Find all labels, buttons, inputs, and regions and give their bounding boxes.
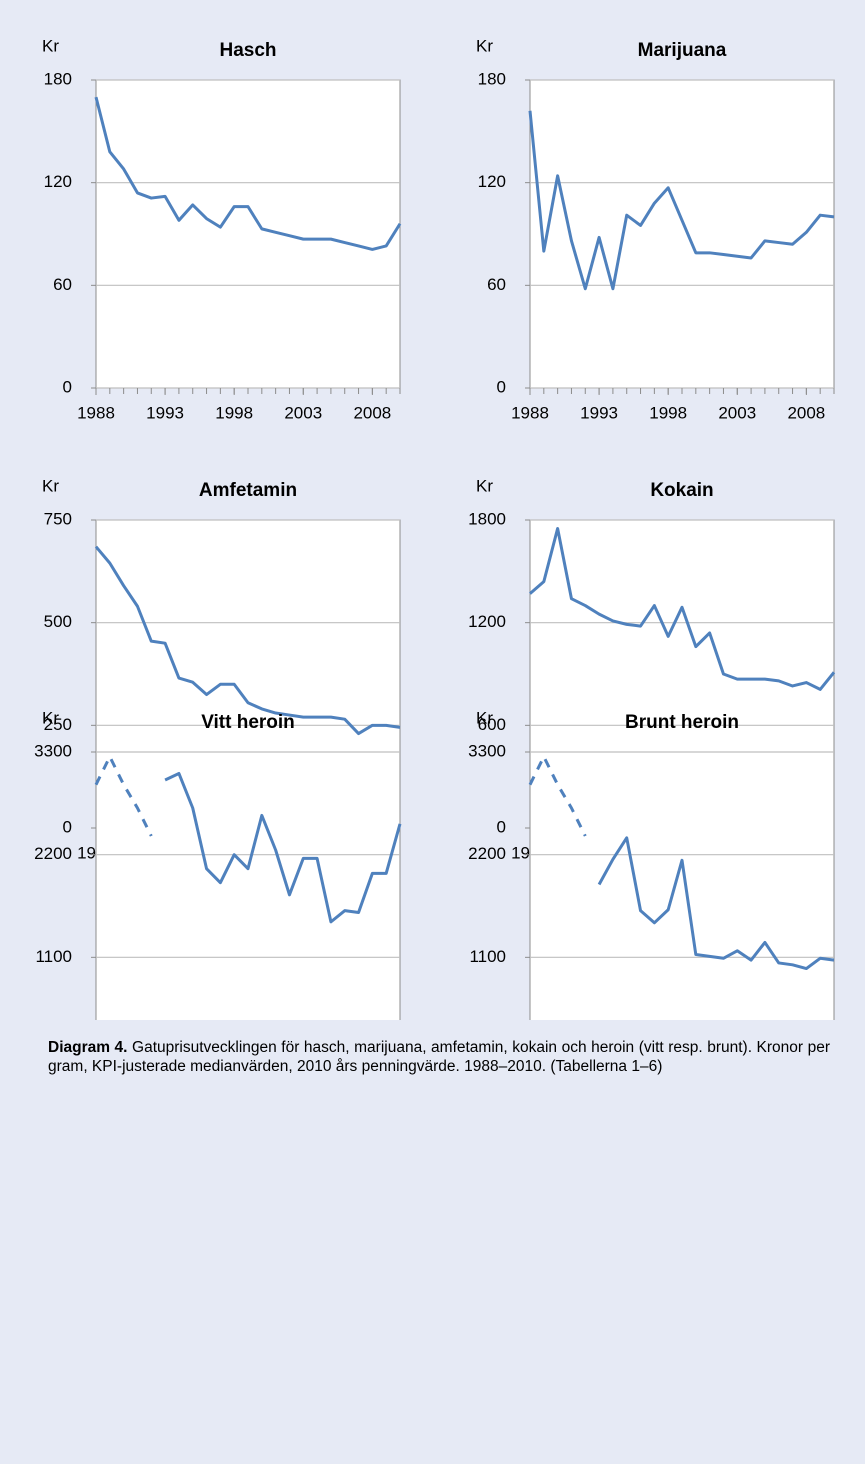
y-axis-label: Kr [42, 476, 59, 495]
caption-text: Gatuprisutvecklingen för hasch, marijuan… [48, 1039, 830, 1075]
line [94, 545, 401, 736]
plot-area [95, 79, 401, 389]
y-tick-label: 2200 [34, 844, 72, 863]
line [529, 527, 836, 691]
chart-title: Marijuana [638, 40, 727, 61]
x-tick-label: 1988 [511, 403, 549, 422]
y-axis-label: Kr [42, 708, 59, 727]
y-axis-label: Kr [476, 708, 493, 727]
line [94, 96, 402, 251]
x-tick-label: 1993 [146, 403, 184, 422]
y-axis-label: Kr [476, 476, 493, 495]
charts: Hasch Kr 0 60 120 180 1988 1993 1998 2003 2008 Mari… [34, 36, 836, 1020]
plot-area [529, 79, 835, 389]
y-tick-label: 0 [63, 377, 72, 396]
y-tick-label: 500 [44, 612, 72, 631]
y-tick-label: 0 [63, 817, 72, 836]
caption: Diagram 4. Gatuprisutvecklingen för hasc… [48, 1038, 830, 1076]
y-tick-label: 120 [478, 172, 506, 191]
y-tick-label: 0 [497, 377, 506, 396]
line [164, 771, 402, 924]
y-tick-label: 250 [44, 715, 72, 734]
y-tick-label: 180 [478, 69, 506, 88]
y-tick-label: 1100 [35, 947, 72, 966]
x-tick-label: 2008 [787, 403, 825, 422]
y-tick-label: 120 [44, 172, 72, 191]
line [597, 836, 835, 971]
y-tick-label: 60 [53, 275, 72, 294]
plot-area [529, 751, 835, 1020]
x-tick-label: 2003 [718, 403, 756, 422]
y-tick-label: 0 [497, 817, 506, 836]
y-tick-label: 1100 [469, 947, 506, 966]
x-tick-label: 1993 [580, 403, 618, 422]
line [94, 755, 153, 837]
y-tick-label: 2200 [468, 844, 506, 863]
y-tick-label: 1200 [468, 612, 506, 631]
plot-area [95, 751, 401, 1020]
y-tick-label: 3300 [468, 741, 506, 760]
line [528, 110, 835, 291]
x-tick-label: 2003 [284, 403, 322, 422]
x-tick-label: 1998 [215, 403, 253, 422]
y-axis-label: Kr [476, 36, 493, 55]
y-tick-label: 180 [44, 69, 72, 88]
caption-label: Diagram 4. [48, 1039, 128, 1056]
y-axis-label: Kr [42, 36, 59, 55]
chart-title: Kokain [650, 480, 713, 501]
x-tick-label: 1988 [77, 403, 115, 422]
y-tick-label: 1800 [468, 509, 506, 528]
chart-title: Vitt heroin [201, 712, 295, 733]
chart-title: Hasch [219, 40, 276, 61]
y-tick-label: 3300 [34, 741, 72, 760]
x-tick-label: 2008 [353, 403, 391, 422]
line [528, 755, 587, 837]
y-tick-label: 750 [44, 509, 72, 528]
chart-title: Amfetamin [199, 480, 297, 501]
chart-title: Brunt heroin [625, 712, 739, 733]
y-tick-label: 60 [487, 275, 506, 294]
x-tick-label: 1998 [649, 403, 687, 422]
y-tick-label: 600 [478, 715, 506, 734]
